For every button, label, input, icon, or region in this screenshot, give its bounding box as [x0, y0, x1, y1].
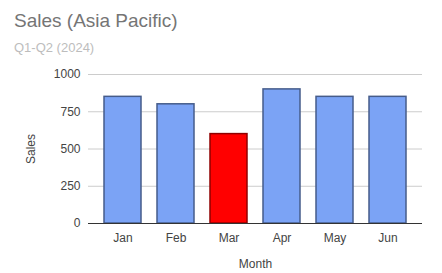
svg-text:0: 0: [74, 216, 81, 230]
svg-text:Sales: Sales: [24, 134, 38, 164]
svg-text:Jun: Jun: [378, 231, 397, 245]
svg-text:Month: Month: [239, 257, 272, 271]
svg-text:Apr: Apr: [273, 231, 292, 245]
svg-text:Feb: Feb: [166, 231, 187, 245]
html-text:Q1-Q2 (2024): Q1-Q2 (2024): [14, 40, 95, 55]
svg-text:May: May: [324, 231, 347, 245]
html-text:Sales (Asia Pacific): Sales (Asia Pacific): [14, 10, 178, 31]
svg-text:Mar: Mar: [219, 231, 240, 245]
svg-text:750: 750: [60, 105, 80, 119]
svg-text:Jan: Jan: [113, 231, 132, 245]
svg-text:500: 500: [60, 142, 80, 156]
svg-text:1000: 1000: [54, 67, 81, 81]
svg-text:250: 250: [60, 179, 80, 193]
